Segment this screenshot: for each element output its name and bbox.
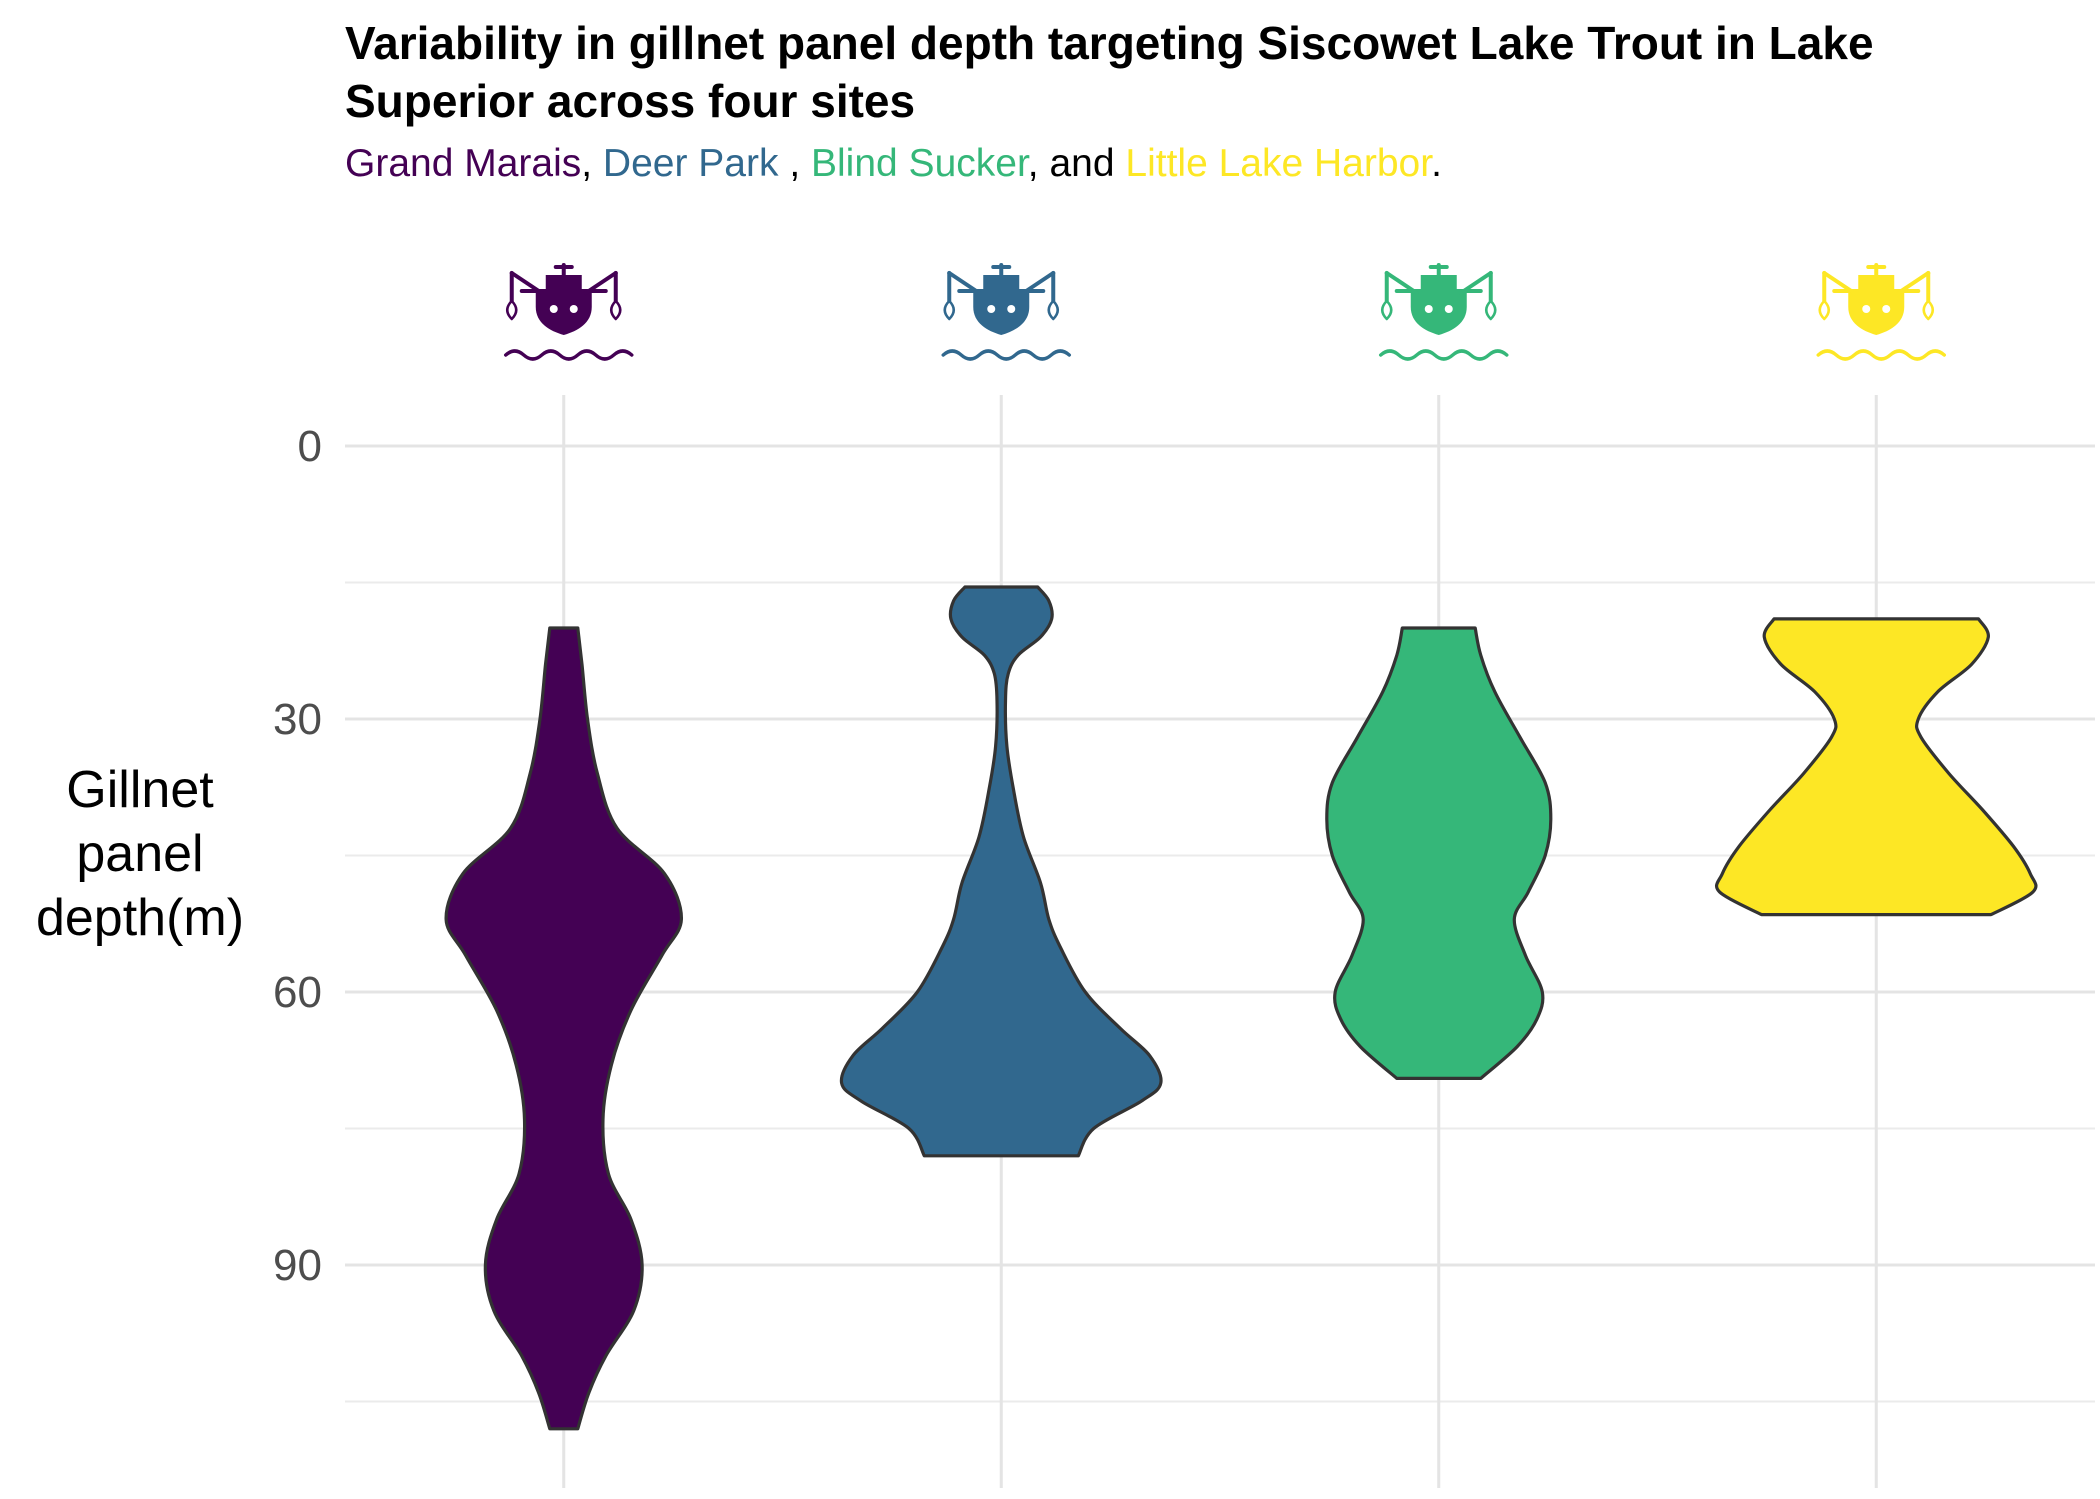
- violin-little-lake-harbor: [1715, 617, 2038, 917]
- y-axis-title: depth(m): [36, 889, 244, 947]
- fishing-boat-icon: [1379, 263, 1509, 361]
- violin-grand-marais: [444, 626, 684, 1431]
- subtitle-separator: ,: [581, 142, 603, 185]
- violin-deer-park: [839, 585, 1163, 1158]
- y-axis-title: panel: [76, 825, 203, 883]
- subtitle-site-4: Little Lake Harbor: [1125, 142, 1432, 185]
- violin-blind-sucker: [1325, 626, 1553, 1080]
- site-icon-layer: [504, 263, 1946, 361]
- y-tick-label: 90: [273, 1241, 322, 1290]
- subtitle-separator: ,: [778, 142, 811, 185]
- y-tick-label: 0: [298, 422, 322, 471]
- fishing-boat-icon: [1816, 263, 1946, 361]
- subtitle-site-1: Grand Marais: [345, 142, 582, 185]
- y-axis-title: Gillnet: [66, 761, 214, 819]
- y-tick-label: 30: [273, 695, 322, 744]
- subtitle-separator: , and: [1027, 142, 1126, 185]
- subtitle-site-2: Deer Park: [602, 142, 779, 185]
- y-tick-label: 60: [273, 968, 322, 1017]
- fishing-boat-icon: [504, 263, 634, 361]
- subtitle-period: .: [1431, 142, 1442, 185]
- y-axis: 0 30 60 90 Gillnet panel depth(m): [36, 422, 322, 1290]
- subtitle-site-3: Blind Sucker: [811, 142, 1028, 185]
- chart-title: Variability in gillnet panel depth targe…: [345, 17, 1874, 127]
- chart-subtitle: Grand Marais, Deer Park , Blind Sucker, …: [345, 140, 1442, 188]
- violin-layer: [444, 585, 2038, 1431]
- fishing-boat-icon: [941, 263, 1071, 361]
